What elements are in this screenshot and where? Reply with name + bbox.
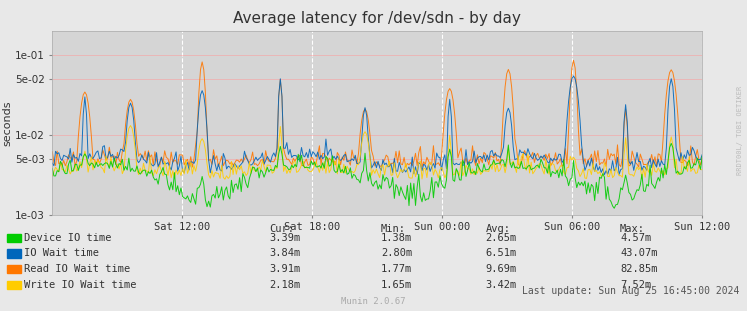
Text: 6.51m: 6.51m bbox=[486, 248, 517, 258]
Text: 82.85m: 82.85m bbox=[620, 264, 657, 274]
Text: 1.38m: 1.38m bbox=[381, 233, 412, 243]
Text: 1.77m: 1.77m bbox=[381, 264, 412, 274]
Text: 7.52m: 7.52m bbox=[620, 280, 651, 290]
Text: 2.18m: 2.18m bbox=[269, 280, 300, 290]
Title: Average latency for /dev/sdn - by day: Average latency for /dev/sdn - by day bbox=[233, 11, 521, 26]
Text: RRDT00L/ TOBI OETIKER: RRDT00L/ TOBI OETIKER bbox=[737, 86, 743, 175]
Text: 3.91m: 3.91m bbox=[269, 264, 300, 274]
Text: 3.42m: 3.42m bbox=[486, 280, 517, 290]
Text: IO Wait time: IO Wait time bbox=[24, 248, 99, 258]
Text: Last update: Sun Aug 25 16:45:00 2024: Last update: Sun Aug 25 16:45:00 2024 bbox=[522, 286, 740, 296]
Text: Avg:: Avg: bbox=[486, 224, 510, 234]
Text: 3.39m: 3.39m bbox=[269, 233, 300, 243]
Text: 43.07m: 43.07m bbox=[620, 248, 657, 258]
Text: Munin 2.0.67: Munin 2.0.67 bbox=[341, 297, 406, 306]
Text: Write IO Wait time: Write IO Wait time bbox=[24, 280, 137, 290]
Text: 3.84m: 3.84m bbox=[269, 248, 300, 258]
Text: Max:: Max: bbox=[620, 224, 645, 234]
Text: 9.69m: 9.69m bbox=[486, 264, 517, 274]
Text: Cur:: Cur: bbox=[269, 224, 294, 234]
Text: 2.65m: 2.65m bbox=[486, 233, 517, 243]
Text: 2.80m: 2.80m bbox=[381, 248, 412, 258]
Text: 4.57m: 4.57m bbox=[620, 233, 651, 243]
Text: 1.65m: 1.65m bbox=[381, 280, 412, 290]
Text: Read IO Wait time: Read IO Wait time bbox=[24, 264, 130, 274]
Text: Min:: Min: bbox=[381, 224, 406, 234]
Text: Device IO time: Device IO time bbox=[24, 233, 111, 243]
Y-axis label: seconds: seconds bbox=[2, 100, 12, 146]
